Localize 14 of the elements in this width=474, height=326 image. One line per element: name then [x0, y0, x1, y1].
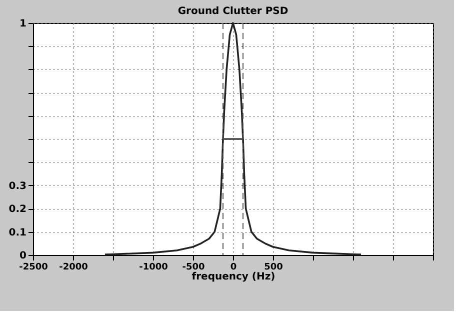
x-tick-label: -500 — [182, 262, 205, 272]
x-tick-label: -2500 — [19, 262, 48, 272]
line-series — [104, 22, 362, 256]
x-axis-title: frequency (Hz) — [192, 272, 276, 282]
chart-title: Ground Clutter PSD — [178, 6, 288, 17]
x-tick-label: -1000 — [139, 262, 168, 272]
y-tick-label: 0.1 — [8, 227, 27, 238]
y-tick-label: 1 — [20, 18, 27, 30]
x-tick-label: 500 — [264, 262, 283, 272]
y-tick-label: 0.3 — [8, 180, 27, 192]
x-tick-label: 0 — [230, 262, 237, 272]
y-tick-label: 0 — [20, 250, 27, 262]
x-tick-label: -2000 — [59, 262, 88, 272]
y-tick-label: 0.2 — [8, 204, 27, 216]
